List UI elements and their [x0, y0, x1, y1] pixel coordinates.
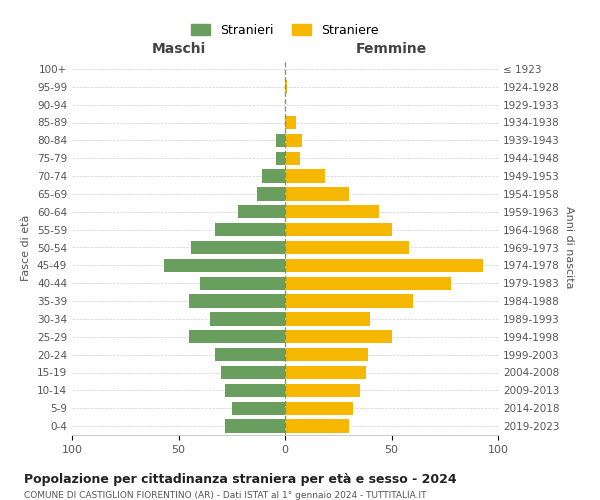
Bar: [285, 276, 451, 290]
Y-axis label: Fasce di età: Fasce di età: [22, 214, 31, 280]
Bar: [191, 241, 285, 254]
Bar: [221, 366, 285, 379]
Bar: [285, 348, 368, 362]
Bar: [285, 312, 370, 326]
Text: COMUNE DI CASTIGLION FIORENTINO (AR) - Dati ISTAT al 1° gennaio 2024 - TUTTITALI: COMUNE DI CASTIGLION FIORENTINO (AR) - D…: [24, 491, 427, 500]
Bar: [285, 80, 287, 94]
Bar: [285, 294, 413, 308]
Bar: [285, 241, 409, 254]
Bar: [285, 366, 366, 379]
Bar: [200, 276, 285, 290]
Bar: [285, 384, 359, 397]
Bar: [285, 223, 392, 236]
Bar: [285, 402, 353, 415]
Bar: [285, 420, 349, 433]
Bar: [262, 170, 285, 183]
Bar: [285, 187, 349, 200]
Bar: [285, 258, 483, 272]
Bar: [277, 152, 285, 165]
Bar: [189, 330, 285, 344]
Text: Popolazione per cittadinanza straniera per età e sesso - 2024: Popolazione per cittadinanza straniera p…: [24, 472, 457, 486]
Bar: [211, 312, 285, 326]
Bar: [277, 134, 285, 147]
Y-axis label: Anni di nascita: Anni di nascita: [563, 206, 574, 289]
Bar: [164, 258, 285, 272]
Legend: Stranieri, Straniere: Stranieri, Straniere: [185, 18, 385, 43]
Bar: [238, 205, 285, 218]
Bar: [215, 223, 285, 236]
Text: Femmine: Femmine: [356, 42, 427, 56]
Bar: [257, 187, 285, 200]
Bar: [285, 205, 379, 218]
Bar: [226, 420, 285, 433]
Bar: [285, 152, 300, 165]
Bar: [189, 294, 285, 308]
Bar: [226, 384, 285, 397]
Bar: [285, 330, 392, 344]
Bar: [285, 134, 302, 147]
Bar: [232, 402, 285, 415]
Bar: [285, 170, 325, 183]
Bar: [285, 116, 296, 129]
Bar: [215, 348, 285, 362]
Text: Maschi: Maschi: [151, 42, 206, 56]
